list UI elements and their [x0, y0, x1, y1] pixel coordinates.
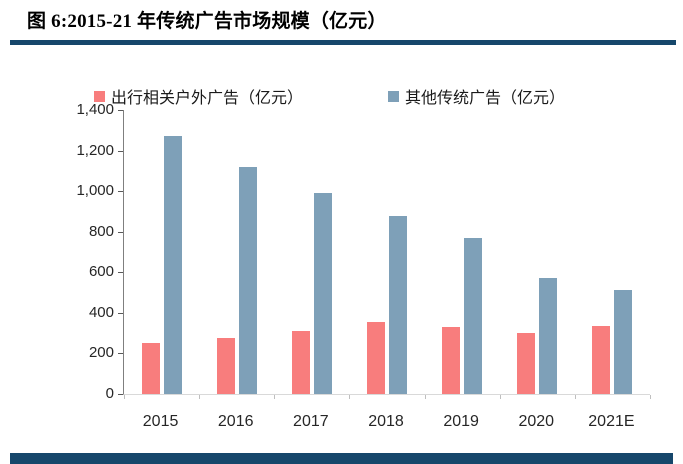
y-axis-tick-label: 1,000: [76, 182, 114, 200]
footer-divider-rule: [10, 453, 673, 464]
legend-item-travel-outdoor-ads: 出行相关户外广告（亿元）: [94, 84, 303, 108]
bar-travel-outdoor-ads: [291, 331, 310, 394]
y-axis-tick-mark: [118, 272, 123, 274]
x-axis-category-label: 2015: [142, 413, 179, 430]
x-axis-tick-mark: [574, 395, 576, 399]
legend-label: 出行相关户外广告（亿元）: [111, 90, 304, 107]
y-axis-tick-mark: [118, 191, 123, 193]
bar-other-traditional-ads: [163, 136, 182, 394]
x-axis-category-label: 2017: [293, 413, 329, 430]
bar-travel-outdoor-ads: [367, 322, 385, 394]
bar-other-traditional-ads: [238, 166, 257, 394]
bar-other-traditional-ads: [313, 193, 332, 394]
x-axis-tick-mark: [424, 395, 426, 399]
bar-other-traditional-ads: [614, 289, 633, 394]
legend-item-other-traditional-ads: 其他传统广告（亿元）: [388, 84, 565, 108]
legend-swatch-red: [94, 90, 105, 102]
legend-swatch-blue: [388, 90, 399, 102]
y-axis-tick-mark: [118, 353, 123, 355]
y-axis-tick-mark: [118, 231, 123, 233]
y-axis-tick-label: 800: [88, 222, 114, 240]
y-axis-tick-mark: [118, 150, 123, 152]
bar-travel-outdoor-ads: [517, 333, 536, 394]
x-axis-category-label: 2021E: [588, 413, 635, 430]
bar-travel-outdoor-ads: [442, 327, 461, 394]
x-axis-tick-mark: [349, 395, 351, 399]
bar-travel-outdoor-ads: [592, 326, 611, 394]
bar-travel-outdoor-ads: [216, 338, 235, 394]
legend-label: 其他传统广告（亿元）: [405, 90, 566, 107]
x-axis-category-label: 2016: [217, 413, 254, 430]
y-axis-tick-label: 1,400: [76, 101, 114, 118]
x-axis-category-label: 2019: [443, 413, 479, 430]
x-axis-tick-mark: [274, 395, 276, 399]
bar-other-traditional-ads: [464, 237, 483, 394]
x-axis-tick-mark: [499, 395, 501, 399]
y-axis-tick-mark: [118, 394, 123, 395]
plot-area: [118, 110, 651, 399]
x-axis-tick-mark: [124, 395, 125, 399]
y-axis-tick-mark: [118, 110, 123, 111]
bar-other-traditional-ads: [389, 215, 407, 394]
bar-other-traditional-ads: [539, 278, 558, 394]
y-axis-tick-mark: [118, 312, 123, 314]
bar-travel-outdoor-ads: [141, 343, 160, 394]
title-divider-rule: [10, 40, 676, 45]
x-axis-category-label: 2020: [518, 413, 555, 430]
y-axis-tick-label: 1,200: [76, 141, 114, 159]
figure-title: 图 6:2015-21 年传统广告市场规模（亿元）: [27, 11, 387, 32]
x-axis-tick-mark: [650, 395, 651, 399]
x-axis-tick-mark: [199, 395, 201, 399]
y-axis-tick-label: 400: [88, 303, 114, 321]
y-axis-tick-label: 600: [88, 263, 114, 281]
y-axis-tick-label: 0: [105, 385, 114, 402]
y-axis-tick-label: 200: [88, 344, 114, 362]
x-axis-category-label: 2018: [368, 413, 404, 430]
